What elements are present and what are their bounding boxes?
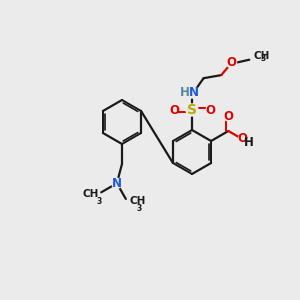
Text: CH: CH <box>253 51 270 61</box>
Circle shape <box>186 104 198 116</box>
Text: O: O <box>226 56 237 69</box>
Text: O: O <box>169 103 179 116</box>
Circle shape <box>224 113 232 121</box>
Text: N: N <box>189 85 199 98</box>
Circle shape <box>238 135 246 143</box>
Text: CH: CH <box>130 196 146 206</box>
Text: H: H <box>180 85 190 98</box>
Text: 3: 3 <box>137 204 142 213</box>
Circle shape <box>112 178 122 188</box>
Circle shape <box>170 106 178 114</box>
Text: S: S <box>187 103 197 117</box>
Text: O: O <box>224 110 233 124</box>
Text: CH: CH <box>83 189 99 199</box>
Text: N: N <box>112 177 122 190</box>
Text: H: H <box>244 136 254 148</box>
Circle shape <box>186 86 198 98</box>
Text: 3: 3 <box>260 54 266 63</box>
Text: 3: 3 <box>97 197 102 206</box>
Circle shape <box>206 106 214 114</box>
Text: O: O <box>205 103 215 116</box>
Text: O: O <box>237 133 247 146</box>
Circle shape <box>226 58 237 68</box>
